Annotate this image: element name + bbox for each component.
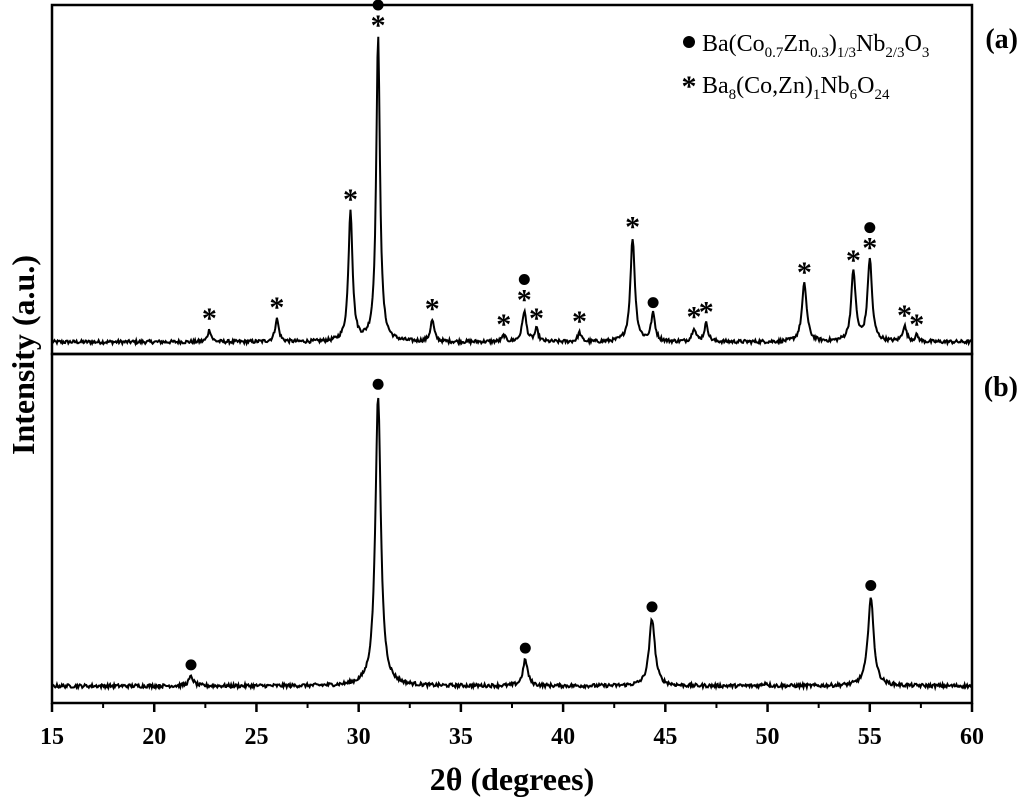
diffraction-curve-b [51, 397, 973, 692]
x-tick-label-1: 20 [142, 724, 166, 750]
peak-star-marker-a-4: * [425, 293, 440, 326]
legend-part-1-5: 6 [850, 87, 858, 103]
x-tick-label-8: 55 [858, 724, 882, 750]
x-tick-label-2: 25 [244, 724, 268, 750]
x-axis-label: 2θ (degrees) [430, 761, 595, 797]
peak-star-marker-a-16: * [897, 299, 912, 332]
x-tick-label-6: 45 [653, 724, 677, 750]
peak-circle-marker-b-3 [646, 601, 658, 613]
peak-star-marker-a-7: * [529, 302, 544, 335]
peak-star-marker-a-6: * [517, 284, 532, 317]
legend-part-0-6: Nb [856, 31, 885, 57]
legend-part-0-0: Ba(Co [702, 31, 765, 57]
peak-star-marker-a-5: * [496, 308, 511, 341]
peak-star-marker-a-15: * [862, 232, 877, 265]
diffraction-curve-a [51, 36, 973, 347]
marker-legend: Ba(Co0.7Zn0.3)1/3Nb2/3O3 * Ba8(Co,Zn)1Nb… [682, 31, 930, 103]
peak-star-marker-a-1: * [269, 291, 284, 324]
peak-circle-marker-a-3 [372, 0, 384, 11]
peak-star-marker-a-13: * [797, 256, 812, 289]
panel-b-frame [50, 352, 974, 705]
panel-a-label: (a) [985, 24, 1018, 55]
legend-part-0-4: ) [829, 31, 837, 57]
legend-part-0-5: 1/3 [837, 45, 856, 61]
legend-part-1-7: 24 [875, 87, 891, 103]
legend-part-1-4: Nb [820, 73, 849, 99]
x-tick-label-7: 50 [756, 724, 780, 750]
peak-star-marker-a-8: * [572, 305, 587, 338]
panel-b: (b) [50, 352, 1018, 705]
peak-circle-marker-a-6 [518, 274, 530, 285]
peak-star-marker-a-0: * [202, 302, 217, 335]
x-tick-label-4: 35 [449, 724, 473, 750]
legend-entry-perovskite: Ba(Co0.7Zn0.3)1/3Nb2/3O3 [702, 31, 929, 61]
peak-circle-marker-b-1 [372, 378, 384, 390]
peak-circle-marker-b-2 [519, 642, 531, 654]
x-tick-label-5: 40 [551, 724, 575, 750]
peak-star-marker-a-14: * [846, 244, 861, 277]
peak-star-marker-a-3: * [371, 9, 386, 42]
legend-part-1-1: 8 [729, 87, 737, 103]
legend-part-0-7: 2/3 [885, 45, 904, 61]
panel-a: * **** *** ***** * *** (a) Ba(Co0.7Zn0.3)1/3N… [50, 0, 1018, 356]
legend-part-0-8: O [905, 31, 922, 57]
peak-star-marker-a-11: * [687, 300, 702, 333]
panel-b-label: (b) [984, 372, 1018, 403]
peak-star-marker-a-9: * [625, 210, 640, 243]
legend-part-0-9: 3 [922, 45, 930, 61]
peak-circle-marker-b-5 [865, 580, 877, 591]
panel-a-frame [50, 3, 974, 356]
x-axis: 15 20 25 30 35 40 45 50 55 60 [40, 703, 984, 750]
legend-circle-marker [683, 36, 695, 48]
legend-part-0-3: 0.3 [810, 45, 829, 61]
legend-part-0-2: Zn [783, 31, 810, 57]
y-axis-label: Intensity (a.u.) [5, 255, 41, 455]
x-tick-label-3: 30 [347, 724, 371, 750]
legend-star-marker: * [682, 70, 697, 103]
x-tick-label-9: 60 [960, 724, 984, 750]
peak-circle-marker-a-15 [864, 222, 876, 234]
peak-circle-marker-a-10 [647, 297, 659, 309]
legend-part-0-1: 0.7 [765, 45, 784, 61]
peak-star-marker-a-2: * [343, 183, 358, 216]
peak-star-marker-a-17: * [909, 308, 924, 341]
legend-entry-hexagonal: Ba8(Co,Zn)1Nb6O24 [702, 73, 890, 103]
legend-part-1-2: (Co,Zn) [736, 73, 813, 99]
x-tick-label-0: 15 [40, 724, 64, 750]
peak-star-marker-a-12: * [699, 296, 714, 329]
legend-part-1-0: Ba [702, 73, 729, 99]
legend-part-1-6: O [857, 73, 874, 99]
peak-circle-marker-b-0 [185, 659, 197, 671]
legend-part-1-3: 1 [813, 87, 821, 103]
